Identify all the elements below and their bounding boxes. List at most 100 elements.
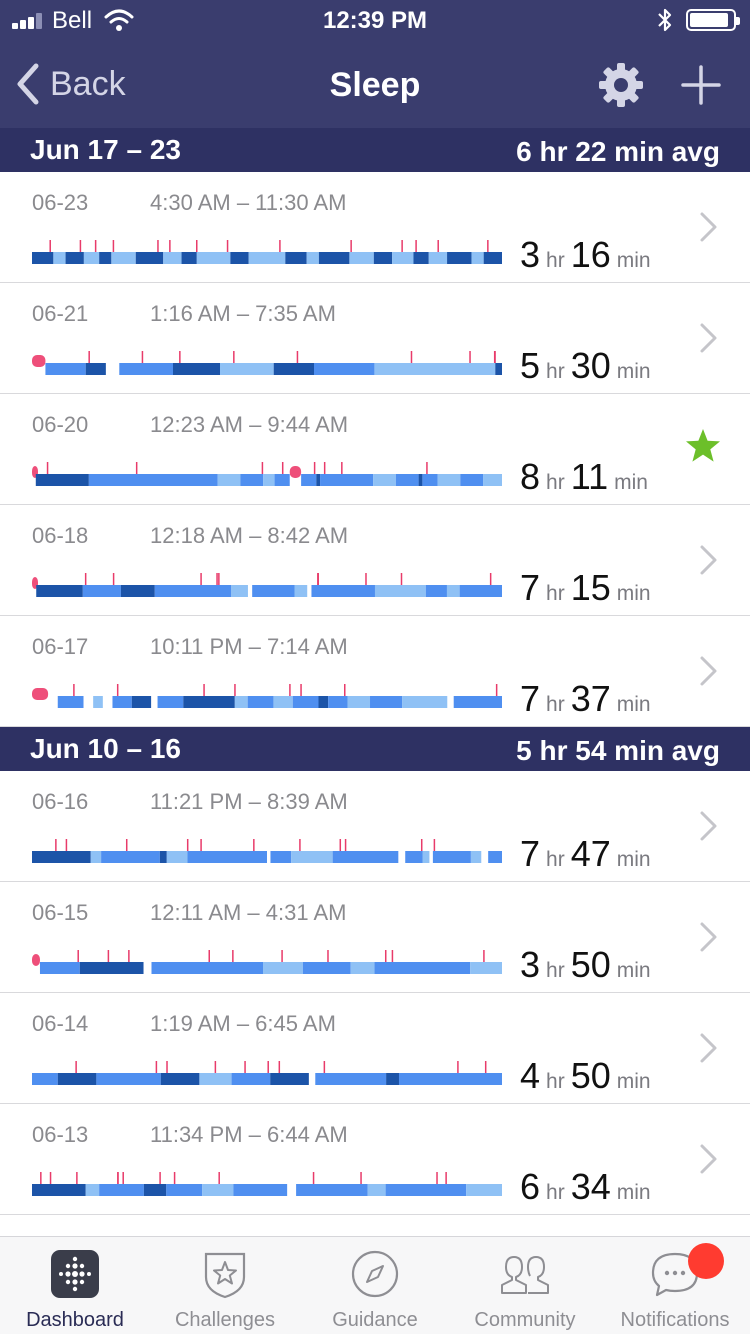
duration-hours: 7 xyxy=(520,567,541,608)
sleep-duration: 7 hr 47 min xyxy=(520,833,657,875)
wifi-icon xyxy=(104,9,134,31)
restless-tick xyxy=(415,240,417,252)
sleep-stage-segment xyxy=(422,474,438,486)
restless-tick xyxy=(117,1172,119,1184)
sleep-stages-chart xyxy=(32,462,502,486)
chevron-right-icon xyxy=(700,212,717,242)
sleep-entry-row[interactable]: 06-13 11:34 PM – 6:44 AM 6 hr 34 min xyxy=(0,1104,750,1215)
chevron-right-icon xyxy=(700,656,717,686)
sleep-stage-segment xyxy=(160,1073,200,1085)
sleep-stage-segment xyxy=(459,585,502,597)
restless-tick xyxy=(401,240,403,252)
sleep-entry-row[interactable]: 06-23 4:30 AM – 11:30 AM 3 hr 16 min xyxy=(0,172,750,283)
signal-icon xyxy=(12,13,48,29)
back-button[interactable]: Back xyxy=(14,62,126,106)
sleep-date: 06-13 xyxy=(32,1122,89,1147)
sleep-entry-row[interactable]: 06-20 12:23 AM – 9:44 AM 8 hr 11 min xyxy=(0,394,750,505)
tab-label: Community xyxy=(474,1309,576,1331)
status-bar: Bell 12:39 PM xyxy=(0,0,750,40)
restless-tick xyxy=(317,573,319,585)
gear-icon[interactable] xyxy=(598,62,644,108)
restless-tick xyxy=(313,462,316,474)
sleep-time-range: 12:23 AM – 9:44 AM xyxy=(150,412,349,437)
sleep-stages-chart xyxy=(32,684,502,708)
restless-tick xyxy=(73,684,75,696)
restless-tick xyxy=(203,684,205,696)
sleep-stage-segment xyxy=(143,1184,167,1196)
restless-tick xyxy=(400,573,403,585)
sleep-duration: 7 hr 15 min xyxy=(520,567,657,609)
sleep-stage-segment xyxy=(154,585,232,597)
chevron-right-icon xyxy=(700,545,717,575)
back-label: Back xyxy=(50,64,126,103)
minutes-unit: min xyxy=(616,959,651,982)
sleep-stage-segment xyxy=(157,696,184,708)
sleep-stage-segment xyxy=(53,252,66,264)
sleep-stage-segment xyxy=(112,696,132,708)
plus-icon[interactable] xyxy=(680,64,722,106)
sleep-stage-segment xyxy=(453,696,502,708)
chevron-right-icon xyxy=(700,1033,717,1063)
sleep-time-range: 12:18 AM – 8:42 AM xyxy=(150,523,349,548)
minutes-unit: min xyxy=(616,582,651,605)
restless-tick xyxy=(323,462,326,474)
week-header: Jun 10 – 16 5 hr 54 min avg xyxy=(0,727,750,771)
sleep-stage-segment xyxy=(240,474,264,486)
sleep-entry-row[interactable]: 06-14 1:19 AM – 6:45 AM 4 hr 50 min xyxy=(0,993,750,1104)
sleep-stage-segment xyxy=(99,252,112,264)
sleep-stage-segment xyxy=(311,585,375,597)
restless-tick xyxy=(49,1172,52,1184)
sleep-stage-segment xyxy=(296,1184,368,1196)
sleep-stage-segment xyxy=(45,363,86,375)
week-range: Jun 17 – 23 xyxy=(30,134,181,165)
nav-bar: Back Sleep xyxy=(0,40,750,128)
restless-tick xyxy=(244,1061,246,1073)
restless-tick xyxy=(484,1061,487,1073)
tab-challenges[interactable]: Challenges xyxy=(150,1237,300,1334)
sleep-stage-segment xyxy=(166,1184,203,1196)
sleep-entry-row[interactable]: 06-16 11:21 PM – 8:39 AM 7 hr 47 min xyxy=(0,771,750,882)
minutes-unit: min xyxy=(616,693,651,716)
sleep-stage-segment xyxy=(263,474,275,486)
week-header: Jun 17 – 23 6 hr 22 min avg xyxy=(0,128,750,172)
sleep-stage-segment xyxy=(318,252,350,264)
sleep-stage-segment xyxy=(32,1184,86,1196)
star-icon xyxy=(686,429,720,462)
chevron-right-icon xyxy=(700,922,717,952)
sleep-stage-segment xyxy=(32,1073,58,1085)
tab-community[interactable]: Community xyxy=(450,1237,600,1334)
hours-unit: hr xyxy=(546,848,565,871)
restless-tick xyxy=(457,1061,459,1073)
sleep-stage-segment xyxy=(90,851,102,863)
sleep-entry-row[interactable]: 06-15 12:11 AM – 4:31 AM 3 hr 50 min xyxy=(0,882,750,993)
tab-label: Challenges xyxy=(174,1309,276,1331)
hours-unit: hr xyxy=(546,582,565,605)
sleep-stage-segment xyxy=(183,696,235,708)
restless-tick xyxy=(155,1061,158,1073)
sleep-stage-segment xyxy=(471,252,484,264)
duration-minutes: 30 xyxy=(570,345,611,386)
duration-minutes: 50 xyxy=(570,944,611,985)
duration-hours: 4 xyxy=(520,1055,541,1096)
restless-tick xyxy=(128,950,130,962)
restless-tick xyxy=(489,573,492,585)
sleep-entry-row[interactable]: 06-17 10:11 PM – 7:14 AM 7 hr 37 min xyxy=(0,616,750,727)
tab-notifications[interactable]: Notifications xyxy=(600,1237,750,1334)
sleep-stage-segment xyxy=(83,252,100,264)
duration-minutes: 50 xyxy=(570,1055,611,1096)
sleep-entry-row[interactable]: 06-18 12:18 AM – 8:42 AM 7 hr 15 min xyxy=(0,505,750,616)
sleep-date: 06-21 xyxy=(32,301,89,326)
tab-dashboard[interactable]: Dashboard xyxy=(0,1237,150,1334)
tab-guidance[interactable]: Guidance xyxy=(300,1237,450,1334)
restless-tick xyxy=(437,240,439,252)
sleep-stage-segment xyxy=(199,1073,232,1085)
restless-tick xyxy=(40,1172,42,1184)
sleep-stage-segment xyxy=(196,252,231,264)
sleep-stage-segment xyxy=(273,363,314,375)
hours-unit: hr xyxy=(546,249,565,272)
restless-tick xyxy=(214,1061,217,1073)
sleep-entry-row[interactable]: 06-21 1:16 AM – 7:35 AM 5 hr 30 min xyxy=(0,283,750,394)
minutes-unit: min xyxy=(616,1070,651,1093)
sleep-stage-segment xyxy=(332,851,399,863)
tab-bar: Dashboard Challenges Guidance Community Noti… xyxy=(0,1236,750,1334)
